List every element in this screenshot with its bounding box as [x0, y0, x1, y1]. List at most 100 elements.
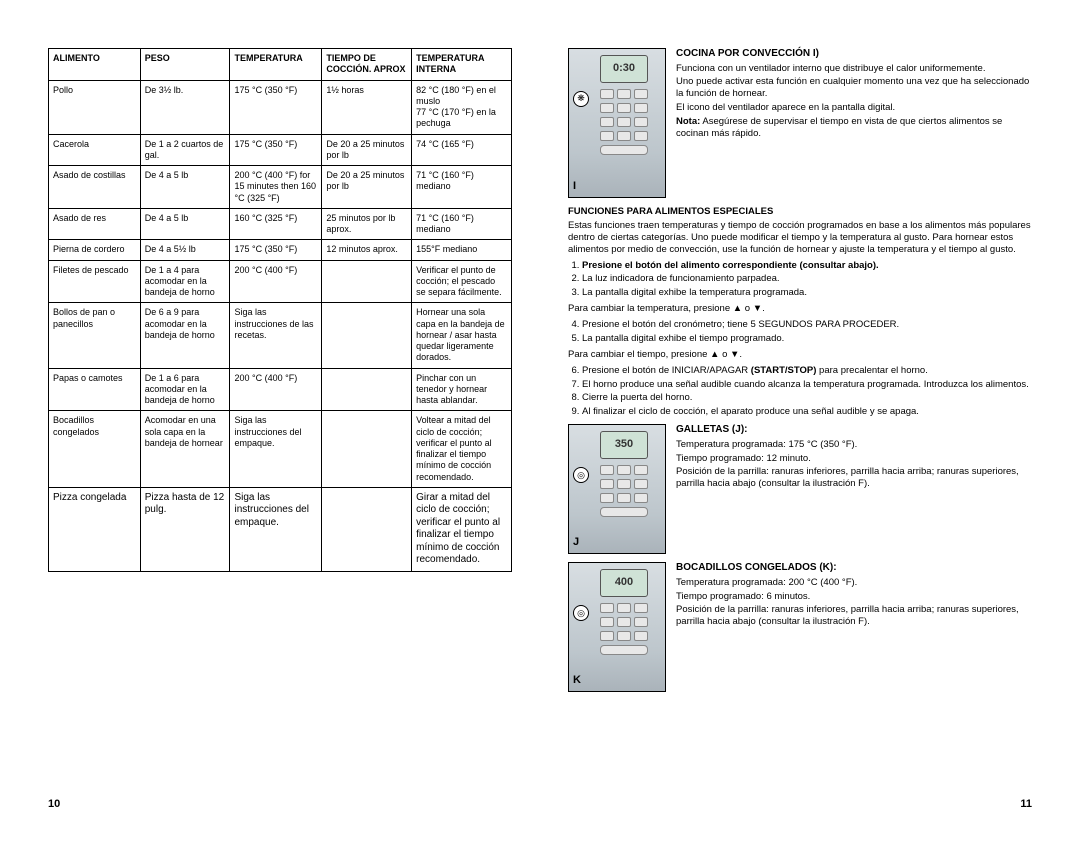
- table-cell: 12 minutos aprox.: [322, 240, 412, 260]
- table-row: Filetes de pescadoDe 1 a 4 para acomodar…: [49, 260, 512, 303]
- table-cell: Siga las instrucciones del empaque.: [230, 487, 322, 571]
- table-row: Papas o camotesDe 1 a 6 para acomodar en…: [49, 368, 512, 411]
- section-i-text: COCINA POR CONVECCIÓN I) Funciona con un…: [676, 48, 1032, 198]
- table-cell: 74 °C (165 °F): [412, 134, 512, 166]
- table-cell: [322, 487, 412, 571]
- table-cell: [322, 303, 412, 368]
- panel-image-j: 350 ◎ J: [568, 424, 666, 554]
- page-spread: Alimento Peso Temperatura Tiempo de cocc…: [0, 0, 1080, 846]
- funciones-steps: Presione el botón del alimento correspon…: [582, 260, 1032, 300]
- table-row: Bocadillos congeladosAcomodar en una sol…: [49, 411, 512, 488]
- table-cell: 175 °C (350 °F): [230, 240, 322, 260]
- funciones-steps-3: Presione el botón de INICIAR/APAGAR (STA…: [582, 365, 1032, 419]
- step-5: La pantalla digital exhibe el tiempo pro…: [582, 333, 1032, 345]
- step-6a: Presione el botón de INICIAR/APAGAR: [582, 365, 751, 376]
- table-row: PolloDe 3½ lb.175 °C (350 °F)1½ horas82 …: [49, 80, 512, 134]
- panel-k-letter: K: [573, 674, 581, 688]
- table-cell: Papas o camotes: [49, 368, 141, 411]
- mid-1: Para cambiar la temperatura, presione ▲ …: [568, 303, 1032, 315]
- section-k-block: 400 ◎ K BOCADILLOS CONGELADOS (K): Tempe…: [568, 562, 1032, 692]
- table-row: Bollos de pan o panecillosDe 6 a 9 para …: [49, 303, 512, 368]
- table-cell: Pierna de cordero: [49, 240, 141, 260]
- section-j-text: GALLETAS (J): Temperatura programada: 17…: [676, 424, 1032, 554]
- table-cell: 155°F mediano: [412, 240, 512, 260]
- table-cell: 82 °C (180 °F) en el muslo 77 °C (170 °F…: [412, 80, 512, 134]
- table-cell: [322, 260, 412, 303]
- panel-j-display: 350: [600, 431, 648, 459]
- table-row: Pizza congeladaPizza hasta de 12 pulg.Si…: [49, 487, 512, 571]
- note-label: Nota:: [676, 116, 700, 127]
- left-page: Alimento Peso Temperatura Tiempo de cocc…: [0, 0, 540, 846]
- step-3: La pantalla digital exhibe la temperatur…: [582, 287, 1032, 299]
- panel-i-letter: I: [573, 180, 576, 194]
- step-9: Al finalizar el ciclo de cocción, el apa…: [582, 406, 1032, 418]
- table-cell: Hornear una sola capa en la bandeja de h…: [412, 303, 512, 368]
- table-cell: De 6 a 9 para acomodar en la bandeja de …: [140, 303, 230, 368]
- table-row: CacerolaDe 1 a 2 cuartos de gal.175 °C (…: [49, 134, 512, 166]
- table-cell: 1½ horas: [322, 80, 412, 134]
- table-cell: 71 °C (160 °F) mediano: [412, 166, 512, 209]
- section-k-l2: Tiempo programado: 6 minutos.: [676, 591, 1032, 603]
- th-tiempo: Tiempo de cocción. Aprox: [322, 49, 412, 81]
- fan-icon: ❋: [573, 91, 589, 107]
- table-cell: 200 °C (400 °F): [230, 260, 322, 303]
- table-cell: De 1 a 4 para acomodar en la bandeja de …: [140, 260, 230, 303]
- table-cell: De 1 a 6 para acomodar en la bandeja de …: [140, 368, 230, 411]
- section-j-block: 350 ◎ J GALLETAS (J): Temperatura progra…: [568, 424, 1032, 554]
- section-k-text: BOCADILLOS CONGELADOS (K): Temperatura p…: [676, 562, 1032, 692]
- table-cell: Acomodar en una sola capa en la bandeja …: [140, 411, 230, 488]
- table-cell: [322, 368, 412, 411]
- table-cell: De 4 a 5½ lb: [140, 240, 230, 260]
- table-cell: Pollo: [49, 80, 141, 134]
- section-i-p2: Uno puede activar esta función en cualqu…: [676, 76, 1032, 100]
- table-cell: De 3½ lb.: [140, 80, 230, 134]
- table-cell: Filetes de pescado: [49, 260, 141, 303]
- table-cell: [322, 411, 412, 488]
- th-alimento: Alimento: [49, 49, 141, 81]
- table-row: Asado de resDe 4 a 5 lb160 °C (325 °F)25…: [49, 208, 512, 240]
- table-cell: 175 °C (350 °F): [230, 80, 322, 134]
- table-cell: Girar a mitad del ciclo de cocción; veri…: [412, 487, 512, 571]
- table-cell: Asado de costillas: [49, 166, 141, 209]
- step-2: La luz indicadora de funcionamiento parp…: [582, 273, 1032, 285]
- table-cell: Cacerola: [49, 134, 141, 166]
- step-6: Presione el botón de INICIAR/APAGAR (STA…: [582, 365, 1032, 377]
- th-interna: Temperatura interna: [412, 49, 512, 81]
- right-page: 0:30 ❋ I COCINA POR CONVECCIÓN I) Funcio…: [540, 0, 1080, 846]
- section-i-p3: El icono del ventilador aparece en la pa…: [676, 102, 1032, 114]
- th-peso: Peso: [140, 49, 230, 81]
- table-cell: Siga las instrucciones de las recetas.: [230, 303, 322, 368]
- page-number-left: 10: [48, 798, 60, 812]
- table-cell: Asado de res: [49, 208, 141, 240]
- table-cell: 200 °C (400 °F) for 15 minutes then 160 …: [230, 166, 322, 209]
- table-row: Asado de costillasDe 4 a 5 lb200 °C (400…: [49, 166, 512, 209]
- table-cell: Bollos de pan o panecillos: [49, 303, 141, 368]
- table-cell: 160 °C (325 °F): [230, 208, 322, 240]
- table-cell: Pinchar con un tenedor y hornear hasta a…: [412, 368, 512, 411]
- step-1-text: Presione el botón del alimento correspon…: [582, 260, 879, 271]
- table-cell: De 20 a 25 minutos por lb: [322, 134, 412, 166]
- section-j-l1: Temperatura programada: 175 °C (350 °F).: [676, 439, 1032, 451]
- panel-image-k: 400 ◎ K: [568, 562, 666, 692]
- section-j-l2: Tiempo programado: 12 minuto.: [676, 453, 1032, 465]
- funciones-intro: Estas funciones traen temperaturas y tie…: [568, 220, 1032, 256]
- table-cell: De 4 a 5 lb: [140, 208, 230, 240]
- table-cell: 175 °C (350 °F): [230, 134, 322, 166]
- note-text: Asegúrese de supervisar el tiempo en vis…: [676, 116, 1002, 139]
- table-cell: De 20 a 25 minutos por lb: [322, 166, 412, 209]
- step-1: Presione el botón del alimento correspon…: [582, 260, 1032, 272]
- table-cell: Pizza hasta de 12 pulg.: [140, 487, 230, 571]
- section-j-l3: Posición de la parrilla: ranuras inferio…: [676, 466, 1032, 490]
- step-6b: (START/STOP): [751, 365, 817, 376]
- table-cell: Siga las instrucciones del empaque.: [230, 411, 322, 488]
- funciones-steps-2: Presione el botón del cronómetro; tiene …: [582, 319, 1032, 345]
- table-cell: De 4 a 5 lb: [140, 166, 230, 209]
- step-7: El horno produce una señal audible cuand…: [582, 379, 1032, 391]
- section-i-title: COCINA POR CONVECCIÓN I): [676, 48, 1032, 61]
- table-cell: 200 °C (400 °F): [230, 368, 322, 411]
- step-4: Presione el botón del cronómetro; tiene …: [582, 319, 1032, 331]
- target-icon-k: ◎: [573, 605, 589, 621]
- section-k-l1: Temperatura programada: 200 °C (400 °F).: [676, 577, 1032, 589]
- funciones-title: FUNCIONES PARA ALIMENTOS ESPECIALES: [568, 206, 1032, 218]
- panel-j-letter: J: [573, 536, 579, 550]
